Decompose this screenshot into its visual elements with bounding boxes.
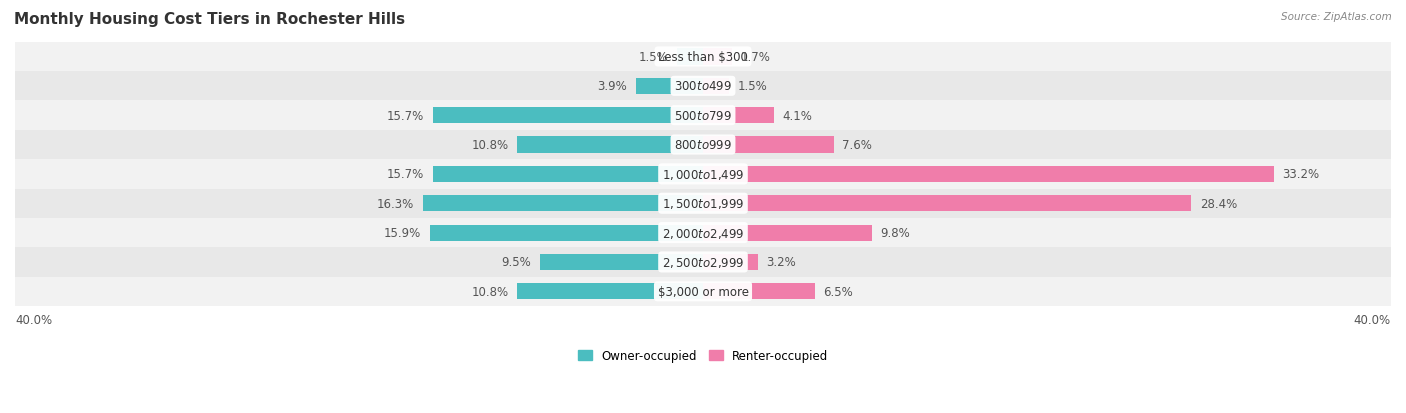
Bar: [15, 160, 1391, 189]
Legend: Owner-occupied, Renter-occupied: Owner-occupied, Renter-occupied: [578, 349, 828, 363]
Text: 15.9%: 15.9%: [384, 227, 420, 240]
Text: 4.1%: 4.1%: [782, 109, 813, 122]
Bar: [15, 189, 1391, 218]
Bar: [15, 248, 1391, 277]
Text: 10.8%: 10.8%: [471, 139, 509, 152]
Bar: [517, 284, 703, 300]
Bar: [703, 196, 1191, 212]
Text: 6.5%: 6.5%: [824, 285, 853, 298]
Bar: [540, 254, 703, 271]
Text: 28.4%: 28.4%: [1201, 197, 1237, 210]
Text: 3.2%: 3.2%: [766, 256, 796, 269]
Text: 40.0%: 40.0%: [15, 313, 52, 327]
Bar: [703, 225, 872, 241]
Bar: [703, 254, 758, 271]
Text: 9.8%: 9.8%: [880, 227, 910, 240]
Text: 40.0%: 40.0%: [1354, 313, 1391, 327]
Bar: [678, 49, 703, 65]
Text: $2,500 to $2,999: $2,500 to $2,999: [662, 255, 744, 269]
Text: $300 to $499: $300 to $499: [673, 80, 733, 93]
Bar: [433, 166, 703, 183]
Bar: [703, 108, 773, 124]
Text: 3.9%: 3.9%: [598, 80, 627, 93]
Text: Source: ZipAtlas.com: Source: ZipAtlas.com: [1281, 12, 1392, 22]
Text: $500 to $799: $500 to $799: [673, 109, 733, 122]
Bar: [15, 72, 1391, 101]
Text: 9.5%: 9.5%: [502, 256, 531, 269]
Bar: [703, 49, 733, 65]
Text: 7.6%: 7.6%: [842, 139, 872, 152]
Bar: [703, 166, 1274, 183]
Bar: [636, 78, 703, 95]
Text: 1.5%: 1.5%: [638, 51, 669, 64]
Bar: [703, 284, 815, 300]
Text: $800 to $999: $800 to $999: [673, 139, 733, 152]
Text: 1.7%: 1.7%: [741, 51, 770, 64]
Bar: [15, 131, 1391, 160]
Bar: [703, 137, 834, 153]
Text: $1,500 to $1,999: $1,500 to $1,999: [662, 197, 744, 211]
Text: 15.7%: 15.7%: [387, 109, 425, 122]
Text: $2,000 to $2,499: $2,000 to $2,499: [662, 226, 744, 240]
Text: 16.3%: 16.3%: [377, 197, 413, 210]
Text: 10.8%: 10.8%: [471, 285, 509, 298]
Text: $3,000 or more: $3,000 or more: [658, 285, 748, 298]
Bar: [15, 218, 1391, 248]
Bar: [703, 78, 728, 95]
Bar: [423, 196, 703, 212]
Text: Less than $300: Less than $300: [658, 51, 748, 64]
Text: Monthly Housing Cost Tiers in Rochester Hills: Monthly Housing Cost Tiers in Rochester …: [14, 12, 405, 27]
Text: 15.7%: 15.7%: [387, 168, 425, 181]
Bar: [517, 137, 703, 153]
Bar: [433, 108, 703, 124]
Text: 33.2%: 33.2%: [1282, 168, 1320, 181]
Bar: [15, 43, 1391, 72]
Text: $1,000 to $1,499: $1,000 to $1,499: [662, 168, 744, 181]
Bar: [15, 277, 1391, 306]
Bar: [15, 101, 1391, 131]
Text: 1.5%: 1.5%: [737, 80, 768, 93]
Bar: [429, 225, 703, 241]
